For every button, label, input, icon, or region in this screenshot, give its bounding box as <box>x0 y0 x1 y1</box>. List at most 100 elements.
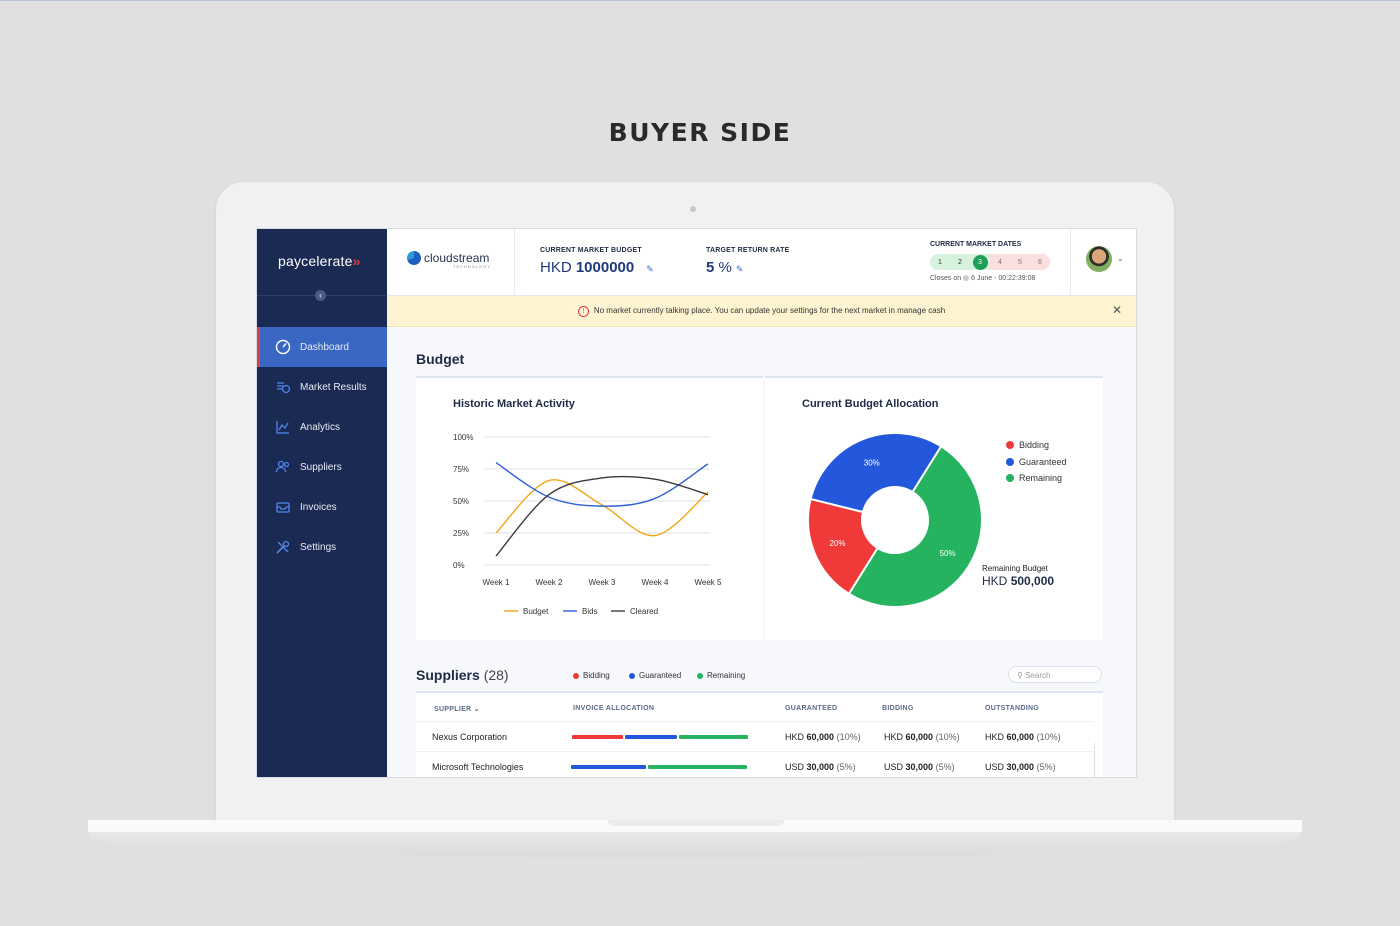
legend-label: Budget <box>523 607 549 616</box>
allocation-segment <box>571 765 646 769</box>
return-rate-label: TARGET RETURN RATE <box>706 247 790 254</box>
amount: 60,000 <box>1006 732 1035 742</box>
budget-amount: 1000000 <box>575 259 635 276</box>
sidebar-item-label: Invoices <box>300 501 337 513</box>
settings-icon <box>276 540 290 554</box>
sidebar-nav: Dashboard Market Results Analytics Suppl… <box>257 327 387 567</box>
currency: HKD <box>884 732 904 742</box>
market-dates-label: CURRENT MARKET DATES <box>930 241 1022 248</box>
column-header-guaranteed: GUARANTEED <box>785 705 838 712</box>
budget-currency: HKD <box>540 259 572 276</box>
market-date-steps: 1 2 3 4 5 6 <box>930 254 1056 270</box>
sidebar-item-invoices[interactable]: Invoices <box>257 487 387 527</box>
date-step-5[interactable]: 5 <box>1010 254 1030 270</box>
allocation-segment <box>647 765 747 769</box>
suppliers-legend-guaranteed: Guaranteed <box>629 671 681 680</box>
return-rate-number: 5 <box>706 259 715 276</box>
series-line-cleared <box>495 475 709 557</box>
dashboard-icon <box>275 339 291 355</box>
header-divider <box>514 229 515 295</box>
legend-swatch <box>1006 441 1014 449</box>
legend-label: Bids <box>582 607 598 616</box>
laptop-notch <box>608 820 784 826</box>
legend-swatch <box>1006 458 1014 466</box>
date-step-2[interactable]: 2 <box>950 254 970 270</box>
app-logo-text: paycelerate <box>278 253 353 269</box>
date-step-6[interactable]: 6 <box>1030 254 1050 270</box>
budget-allocation-title: Current Budget Allocation <box>802 398 939 410</box>
edit-return-rate-icon[interactable]: ✎ <box>735 264 744 274</box>
top-header: cloudstream TECHNOLOGY CURRENT MARKET BU… <box>387 229 1136 296</box>
legend-label: Bidding <box>1019 440 1050 450</box>
supplier-search-input[interactable]: ⚲ Search <box>1008 666 1102 683</box>
chevron-down-icon[interactable]: ⌄ <box>1117 254 1124 263</box>
remaining-budget-label: Remaining Budget <box>982 564 1048 573</box>
table-scrollbar[interactable] <box>1094 743 1103 777</box>
budget-label: CURRENT MARKET BUDGET <box>540 247 642 254</box>
legend-swatch <box>1006 474 1014 482</box>
app-logo[interactable]: paycelerate» <box>278 253 361 269</box>
column-header-bidding: BIDDING <box>882 705 914 712</box>
legend-label: Guaranteed <box>639 671 682 680</box>
sidebar-item-label: Analytics <box>300 421 341 433</box>
y-tick-label: 50% <box>453 497 469 506</box>
outstanding-cell: HKD 60,000 (10%) <box>985 732 1061 742</box>
clock-icon <box>963 275 970 282</box>
sidebar-item-label: Dashboard <box>300 341 349 353</box>
sidebar-item-settings[interactable]: Settings <box>257 527 387 567</box>
table-row[interactable]: Nexus Corporation HKD 60,000 (10%) HKD 6… <box>416 721 1094 752</box>
currency: HKD <box>785 732 805 742</box>
currency: USD <box>985 762 1005 772</box>
sidebar-item-label: Suppliers <box>300 461 342 473</box>
amount: 60,000 <box>905 732 934 742</box>
pie-slice-label: 30% <box>864 459 880 468</box>
amount: 30,000 <box>806 762 835 772</box>
historic-activity-card: Historic Market Activity 0% 25% 50% 75% 100%… <box>416 376 763 640</box>
sidebar-item-dashboard[interactable]: Dashboard <box>257 327 387 367</box>
allocation-segment <box>572 735 624 739</box>
date-step-1[interactable]: 1 <box>930 254 950 270</box>
sidebar: paycelerate» ‹ Dashboard Market Results … <box>257 229 387 777</box>
y-tick-label: 0% <box>453 561 465 570</box>
y-tick-label: 100% <box>453 433 473 442</box>
legend-swatch <box>573 672 579 679</box>
user-avatar[interactable] <box>1086 246 1112 272</box>
laptop-shadow <box>90 832 1300 858</box>
supplier-name: Microsoft Technologies <box>432 762 524 772</box>
legend-label: Remaining <box>1019 473 1063 483</box>
sidebar-item-market-results[interactable]: Market Results <box>257 367 387 407</box>
x-tick-label: Week 3 <box>589 578 617 587</box>
sidebar-item-suppliers[interactable]: Suppliers <box>257 447 387 487</box>
percent: (5%) <box>1036 762 1056 772</box>
date-step-3-current[interactable]: 3 <box>970 254 990 270</box>
legend-label: Cleared <box>630 607 658 616</box>
date-step-3-label: 3 <box>972 254 988 270</box>
series-line-budget <box>495 479 709 537</box>
company-brand: cloudstream TECHNOLOGY <box>407 251 490 269</box>
top-rule <box>0 0 1400 1</box>
market-closes-info: Closes on 6 June - 00:22:39:08 <box>930 275 1035 282</box>
sort-chevron-icon: ⌄ <box>473 706 480 713</box>
legend-guaranteed: Guaranteed <box>1006 457 1067 467</box>
sidebar-item-analytics[interactable]: Analytics <box>257 407 387 447</box>
remaining-budget-value: HKD 500,000 <box>982 574 1054 588</box>
closes-value: 6 June - 00:22:39:08 <box>971 275 1036 282</box>
budget-allocation-card: Current Budget Allocation 50% 20% 30% Bidd… <box>765 376 1103 640</box>
column-header-supplier[interactable]: SUPPLIER ⌄ <box>434 705 480 713</box>
banner-message: ! No market currently talking place. You … <box>387 306 1136 317</box>
market-results-icon <box>277 382 291 394</box>
suppliers-legend-remaining: Remaining <box>697 671 745 680</box>
collapse-sidebar-button[interactable]: ‹ <box>315 290 326 301</box>
close-banner-button[interactable]: ✕ <box>1112 303 1123 317</box>
return-rate-unit: % <box>718 259 732 276</box>
date-step-4[interactable]: 4 <box>990 254 1010 270</box>
amount: 60,000 <box>806 732 835 742</box>
banner-text: No market currently talking place. You c… <box>593 306 946 315</box>
table-row[interactable]: Microsoft Technologies USD 30,000 (5%) U… <box>416 751 1094 777</box>
allocation-segment <box>678 735 748 739</box>
pie-slice-bidding <box>807 497 879 596</box>
column-header-label: SUPPLIER <box>434 706 472 713</box>
logo-mark: » <box>352 253 361 269</box>
percent: (5%) <box>836 762 856 772</box>
edit-budget-icon[interactable]: ✎ <box>646 264 654 274</box>
